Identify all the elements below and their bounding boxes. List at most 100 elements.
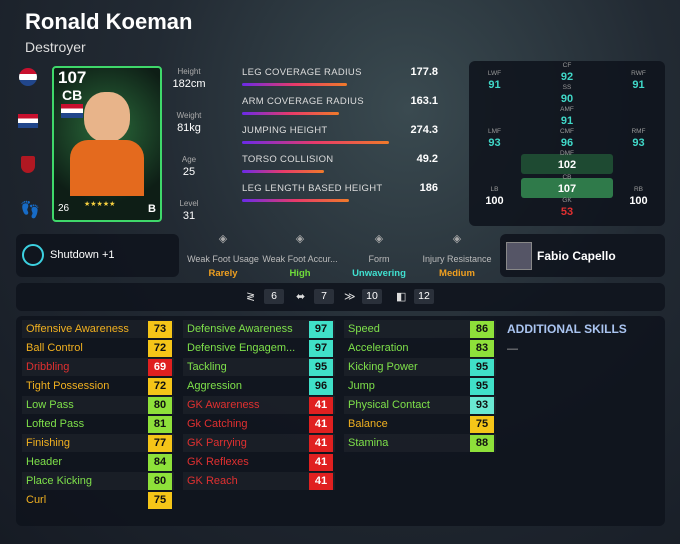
position-label: DMF <box>559 150 575 157</box>
stat-row <box>344 358 496 376</box>
stat-value: 41 <box>309 473 333 490</box>
trait-label: Weak Foot Accur... <box>262 254 338 264</box>
trait-icon: ◈ <box>218 233 228 245</box>
coverage-label: LEG COVERAGE RADIUS <box>242 67 362 78</box>
physique-label: Weight <box>176 111 202 120</box>
position-label: GK <box>562 197 572 204</box>
stat-name: Ball Control <box>26 342 83 354</box>
stat-value: 80 <box>148 397 172 414</box>
stat-value: 72 <box>148 340 172 357</box>
stat-name: Header <box>26 456 63 468</box>
position-rating: 93 <box>632 137 645 149</box>
stats-panel <box>16 316 665 526</box>
additional-title: ADDITIONAL SKILLS <box>507 322 627 336</box>
stat-value: 77 <box>148 435 172 452</box>
trait-value: Unwavering <box>352 268 406 279</box>
position-rating: 92 <box>560 71 574 83</box>
stat-name: Defensive Engagem... <box>187 342 296 354</box>
skill-name: Shutdown +1 <box>50 249 115 261</box>
stat-value: 97 <box>309 321 333 338</box>
position-rating: 91 <box>632 79 645 91</box>
stat-name: Kicking Power <box>348 361 418 373</box>
boost-panel <box>16 283 665 311</box>
coverage-bar <box>242 141 389 144</box>
position-rating: 90 <box>560 93 574 105</box>
stat-value: 95 <box>309 359 333 376</box>
physique-value: 81kg <box>177 122 201 134</box>
stat-name: Low Pass <box>26 399 74 411</box>
position-label: LB <box>490 186 499 193</box>
nation-flag-alt <box>18 114 38 128</box>
manager-photo <box>506 242 532 270</box>
stat-value: 41 <box>309 416 333 433</box>
stat-value: 93 <box>470 397 494 414</box>
coverage-value: 186 <box>419 182 438 194</box>
stat-name: GK Reflexes <box>187 456 249 468</box>
stat-name: Tackling <box>187 361 227 373</box>
stat-value: 96 <box>309 378 333 395</box>
stat-value: 41 <box>309 397 333 414</box>
trait-value: High <box>289 268 311 279</box>
stat-row <box>22 434 174 452</box>
stat-row <box>183 358 335 376</box>
boost-icon: ≷ <box>246 291 256 303</box>
stat-value: 86 <box>470 321 494 338</box>
stat-name: Stamina <box>348 437 389 449</box>
stat-value: 75 <box>470 416 494 433</box>
stat-value: 75 <box>148 492 172 509</box>
stat-row <box>344 434 496 452</box>
stat-name: Jump <box>348 380 375 392</box>
stat-name: GK Awareness <box>187 399 260 411</box>
position-label: RMF <box>631 128 646 135</box>
card-position: CB <box>62 87 83 103</box>
trait-value: Medium <box>439 268 475 279</box>
trait-icon: ◈ <box>452 233 462 245</box>
skill-icon <box>22 244 44 266</box>
position-rating: 100 <box>485 195 504 207</box>
stat-value: 95 <box>470 378 494 395</box>
stat-value: 72 <box>148 378 172 395</box>
stat-value: 95 <box>470 359 494 376</box>
boost-value: 6 <box>264 289 284 304</box>
stat-name: Gk Catching <box>187 418 248 430</box>
position-highlight <box>521 178 613 198</box>
position-rating: 53 <box>560 206 574 218</box>
stat-name: Acceleration <box>348 342 409 354</box>
stat-row <box>183 320 335 338</box>
coverage-bar <box>242 83 347 86</box>
coverage-value: 274.3 <box>410 124 438 136</box>
trait-label: Form <box>368 254 390 264</box>
coverage-label: ARM COVERAGE RADIUS <box>242 96 364 107</box>
club-badge <box>21 156 35 173</box>
position-panel <box>469 61 665 226</box>
stat-name: Curl <box>26 494 47 506</box>
position-highlight <box>521 154 613 174</box>
coverage-bar <box>242 199 349 202</box>
card-flag <box>61 104 83 118</box>
stat-value: 41 <box>309 435 333 452</box>
stat-row <box>22 358 174 376</box>
trait-label: Weak Foot Usage <box>187 254 259 264</box>
position-label: LWF <box>487 70 502 77</box>
additional-item: — <box>507 343 518 355</box>
physique-label: Height <box>177 67 201 76</box>
trait-label: Injury Resistance <box>422 254 492 264</box>
position-label: SS <box>562 84 572 91</box>
trait-icon: ◈ <box>295 233 305 245</box>
position-label: RWF <box>631 70 646 77</box>
stat-value: 83 <box>470 340 494 357</box>
stat-name: Aggression <box>187 380 243 392</box>
coverage-value: 177.8 <box>410 66 438 78</box>
position-rating: 91 <box>560 115 574 127</box>
stat-row <box>183 434 335 452</box>
position-label: CB <box>562 174 572 181</box>
boost-icon: ◧ <box>396 291 407 303</box>
manager-name: Fabio Capello <box>537 249 616 263</box>
stat-row <box>344 396 496 414</box>
player-name: Ronald Koeman <box>25 9 193 34</box>
card-rating: 107 <box>58 68 87 87</box>
trait-value: Rarely <box>208 268 238 279</box>
boost-icon: ⬌ <box>296 291 306 303</box>
stat-name: Dribbling <box>26 361 70 373</box>
